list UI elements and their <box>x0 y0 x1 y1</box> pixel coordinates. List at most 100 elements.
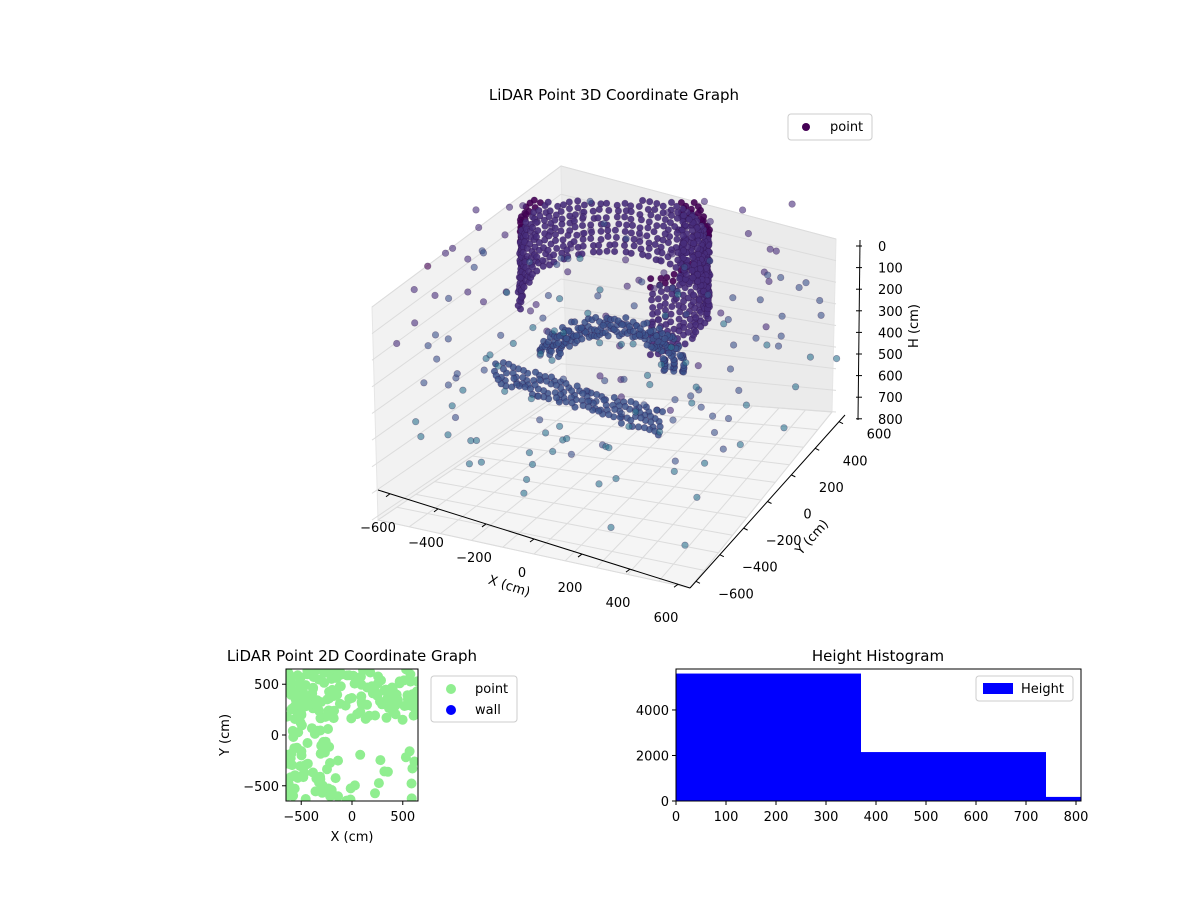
point-3d <box>659 209 667 217</box>
x-tick-label-histogram: 500 <box>914 810 939 825</box>
point-3d <box>752 334 760 342</box>
point-3d <box>594 214 602 222</box>
y-tick-label-histogram: 4000 <box>636 704 669 719</box>
point-3d <box>410 286 418 294</box>
chart-2d: LiDAR Point 2D Coordinate Graph −500 0 500… <box>218 647 518 845</box>
point-3d <box>531 381 539 389</box>
point-3d <box>580 201 589 209</box>
point-3d <box>573 382 581 390</box>
y-tick-label-histogram: 0 <box>661 795 669 810</box>
point-3d <box>653 308 662 317</box>
point-2d <box>319 669 330 679</box>
point-3d <box>617 340 626 348</box>
point-2d <box>402 700 413 711</box>
point-3d <box>736 441 744 449</box>
point-3d <box>559 375 568 383</box>
z-tick-label-3d: 300 <box>878 305 903 320</box>
x-tick-label-3d: 200 <box>558 581 583 596</box>
point-3d <box>579 242 587 250</box>
point-3d <box>621 256 630 264</box>
point-3d <box>553 244 561 252</box>
x-tick-3d <box>673 583 679 588</box>
point-3d <box>519 373 527 382</box>
point-3d <box>533 267 541 275</box>
point-3d <box>592 313 600 322</box>
point-3d <box>675 327 683 335</box>
point-3d <box>610 393 618 402</box>
point-3d <box>729 294 737 302</box>
point-3d <box>645 244 653 253</box>
point-3d <box>571 318 579 326</box>
point-3d <box>584 309 592 317</box>
z-tick-label-3d: 100 <box>878 262 903 277</box>
point-3d <box>659 236 667 244</box>
z-tick-label-3d: 400 <box>878 326 903 341</box>
point-3d <box>679 303 688 312</box>
point-3d <box>499 365 508 373</box>
point-3d <box>520 283 528 291</box>
point-2d <box>319 677 330 688</box>
point-3d <box>661 293 670 301</box>
point-3d <box>532 219 540 227</box>
x-tick-label-3d: −400 <box>408 536 444 551</box>
point-3d <box>589 207 597 215</box>
point-3d <box>661 215 669 224</box>
point-3d <box>411 319 419 327</box>
point-3d <box>424 342 432 350</box>
point-2d <box>362 699 372 710</box>
point-2d <box>355 706 366 717</box>
x-tick-label-3d: 400 <box>606 596 631 611</box>
grid-line <box>371 165 562 308</box>
point-3d <box>539 262 547 270</box>
x-tick-label-histogram: 300 <box>814 810 839 825</box>
point-3d <box>655 428 664 436</box>
x-tick-label-histogram: 0 <box>672 810 680 825</box>
point-3d <box>688 399 696 407</box>
point-3d <box>688 267 696 275</box>
point-3d <box>655 324 664 333</box>
point-3d <box>509 339 517 348</box>
point-3d <box>574 204 582 212</box>
point-3d <box>610 247 619 256</box>
point-2d <box>358 669 369 676</box>
y-tick-label-2d: −500 <box>243 780 279 795</box>
point-3d <box>717 309 725 317</box>
grid-line <box>560 335 837 370</box>
point-3d <box>448 402 456 410</box>
point-2d <box>349 678 360 689</box>
point-2d <box>381 712 392 723</box>
legend-histogram-label: Height <box>1021 682 1064 697</box>
point-3d <box>612 233 621 241</box>
point-3d <box>764 271 772 279</box>
point-3d <box>661 300 669 308</box>
legend-2d-label-wall: wall <box>475 703 501 718</box>
x-tick-label-2d: −500 <box>283 810 319 825</box>
point-3d <box>667 318 675 326</box>
point-3d <box>612 475 620 483</box>
point-2d <box>286 748 297 759</box>
point-3d <box>611 226 620 234</box>
grid-line <box>689 411 833 589</box>
point-3d <box>832 355 841 363</box>
point-2d <box>301 694 312 704</box>
point-2d <box>302 758 313 769</box>
point-3d <box>704 291 712 299</box>
point-3d <box>791 383 800 391</box>
point-3d <box>465 460 474 468</box>
y-tick-label-2d: 0 <box>271 729 279 744</box>
grid-line <box>596 405 753 568</box>
point-3d <box>690 261 698 269</box>
x-tick-label-histogram: 200 <box>764 810 789 825</box>
point-3d <box>595 205 603 213</box>
point-3d <box>671 457 679 465</box>
points-3d <box>393 196 841 549</box>
point-3d <box>706 257 714 265</box>
point-3d <box>441 249 450 257</box>
y-tick-label-3d: 0 <box>803 508 811 523</box>
point-3d <box>573 231 581 239</box>
x-tick-3d <box>433 508 439 513</box>
point-3d <box>472 436 481 445</box>
point-3d <box>627 208 635 216</box>
point-2d <box>412 676 418 687</box>
point-2d <box>315 725 326 736</box>
